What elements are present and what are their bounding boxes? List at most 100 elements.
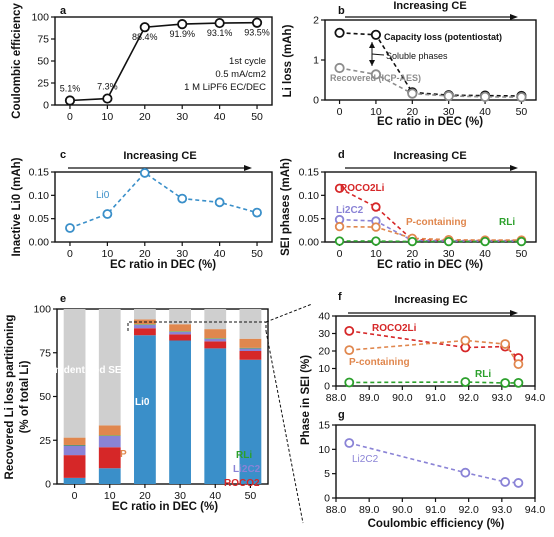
panel-d-xlabel: EC ratio in DEC (%) <box>377 259 483 271</box>
panel-d-arrowhead-icon <box>510 165 518 171</box>
arrow-down-icon <box>369 60 375 66</box>
y-tick-label: 100 <box>33 304 51 316</box>
bar-segment-4 <box>204 329 227 339</box>
data-point <box>371 222 381 232</box>
data-label: 5.1% <box>60 84 81 94</box>
legend-f-p-containing: P-containing <box>349 357 410 368</box>
data-point <box>102 93 113 104</box>
data-point <box>344 345 355 356</box>
panel-a-annotation-current: 0.5 mA/cm2 <box>215 69 266 80</box>
data-point <box>500 477 511 487</box>
data-point <box>177 19 188 30</box>
data-point <box>344 325 355 336</box>
data-point <box>460 335 471 346</box>
x-tick-label: 10 <box>102 111 114 123</box>
x-tick-label: 50 <box>245 490 257 502</box>
soluble-phases-label: Soluble phases <box>386 51 448 61</box>
bar-segment-0 <box>204 348 227 484</box>
panel-b-letter: b <box>338 5 345 17</box>
bar-segment-1 <box>98 447 121 469</box>
y-tick-label: 50 <box>37 56 49 68</box>
bar-segment-4 <box>98 425 121 436</box>
data-point <box>214 17 225 29</box>
y-tick-label: 30 <box>318 328 330 340</box>
y-tick-label: 15 <box>318 420 330 432</box>
panel-d-frame <box>324 171 537 243</box>
bar-segment-5 <box>239 309 262 339</box>
data-label: 88.4% <box>132 32 158 42</box>
data-point <box>460 467 471 478</box>
panel-c-arrowhead-icon <box>244 165 252 171</box>
x-tick-label: 50 <box>251 248 263 260</box>
y-tick-label: 20 <box>318 346 330 358</box>
bar-segment-1 <box>134 328 156 336</box>
bar-segment-5 <box>204 309 227 330</box>
x-tick-label: 10 <box>104 490 116 502</box>
x-tick-label: 40 <box>209 490 221 502</box>
x-tick-label: 50 <box>516 106 528 118</box>
x-tick-label: 93.0 <box>492 392 513 404</box>
data-point <box>139 168 150 178</box>
bar-segment-3 <box>239 347 262 349</box>
x-tick-label: 88.0 <box>326 392 347 404</box>
series-line-0 <box>349 330 519 359</box>
bar-segment-3 <box>204 338 227 339</box>
y-tick-label: 0.10 <box>299 190 320 202</box>
x-tick-label: 0 <box>67 111 73 123</box>
x-tick-label: 10 <box>370 248 382 260</box>
x-tick-label: 10 <box>370 106 382 118</box>
bar-segment-4 <box>63 437 86 445</box>
y-tick-label: 0.00 <box>29 237 50 249</box>
y-tick-label: 100 <box>31 12 49 24</box>
bar-segment-5 <box>98 309 121 426</box>
panel-b-arrowhead-icon <box>510 14 518 20</box>
y-tick-label: 0.05 <box>29 213 50 225</box>
panel-e-letter: e <box>60 293 66 305</box>
x-tick-label: 92.0 <box>458 504 479 516</box>
y-tick-label: 2 <box>313 15 319 27</box>
x-tick-label: 89.0 <box>359 392 380 404</box>
y-tick-label: 10 <box>318 363 330 375</box>
data-point <box>370 29 382 40</box>
y-tick-label: 50 <box>39 391 51 403</box>
bar-segment-2 <box>98 435 121 448</box>
data-point <box>334 221 345 232</box>
panel-d-letter: d <box>338 149 345 161</box>
panel-c-arrow-label: Increasing CE <box>123 150 196 162</box>
x-tick-label: 50 <box>516 248 528 260</box>
legend-roco2li: ROCO2Li <box>340 183 385 194</box>
panel-d-ylabel: SEI phases (mAh) <box>280 158 292 256</box>
arrow-up-icon <box>369 42 375 48</box>
panel-f-arrowhead-icon <box>510 310 518 316</box>
y-tick-label: 0.15 <box>29 167 50 179</box>
legend-p-containing: P-containing <box>406 217 467 228</box>
x-tick-label: 0 <box>337 248 343 260</box>
y-tick-label: 0 <box>45 479 51 491</box>
y-tick-label: 0.10 <box>29 190 50 202</box>
x-tick-label: 90.0 <box>392 504 413 516</box>
data-point <box>407 236 418 247</box>
panel-c: c Increasing CE 0.00 0.05 0.10 0.15 0 10 20 30 4… <box>11 149 273 271</box>
x-tick-label: 0 <box>72 490 78 502</box>
x-tick-label: 20 <box>139 248 151 260</box>
bar-segment-3 <box>63 444 86 446</box>
bar-segment-0 <box>63 477 86 484</box>
y-tick-label: 25 <box>39 435 51 447</box>
x-tick-label: 93.0 <box>492 504 513 516</box>
bar-label-roco2: ROCO2 <box>224 478 260 489</box>
data-label: 7.3% <box>97 82 118 92</box>
panel-c-series-label: Li0 <box>96 190 110 201</box>
bar-segment-0 <box>239 359 262 484</box>
x-tick-label: 0 <box>67 248 73 260</box>
data-point <box>334 62 345 74</box>
data-point <box>500 339 511 349</box>
data-point <box>513 359 524 370</box>
x-tick-label: 89.0 <box>359 504 380 516</box>
series-line-0 <box>69 171 258 229</box>
bar-segment-2 <box>169 331 191 335</box>
data-point <box>370 69 382 80</box>
data-point <box>334 236 345 246</box>
bar-label-rli: RLi <box>236 450 252 461</box>
x-tick-label: 90.0 <box>392 392 413 404</box>
